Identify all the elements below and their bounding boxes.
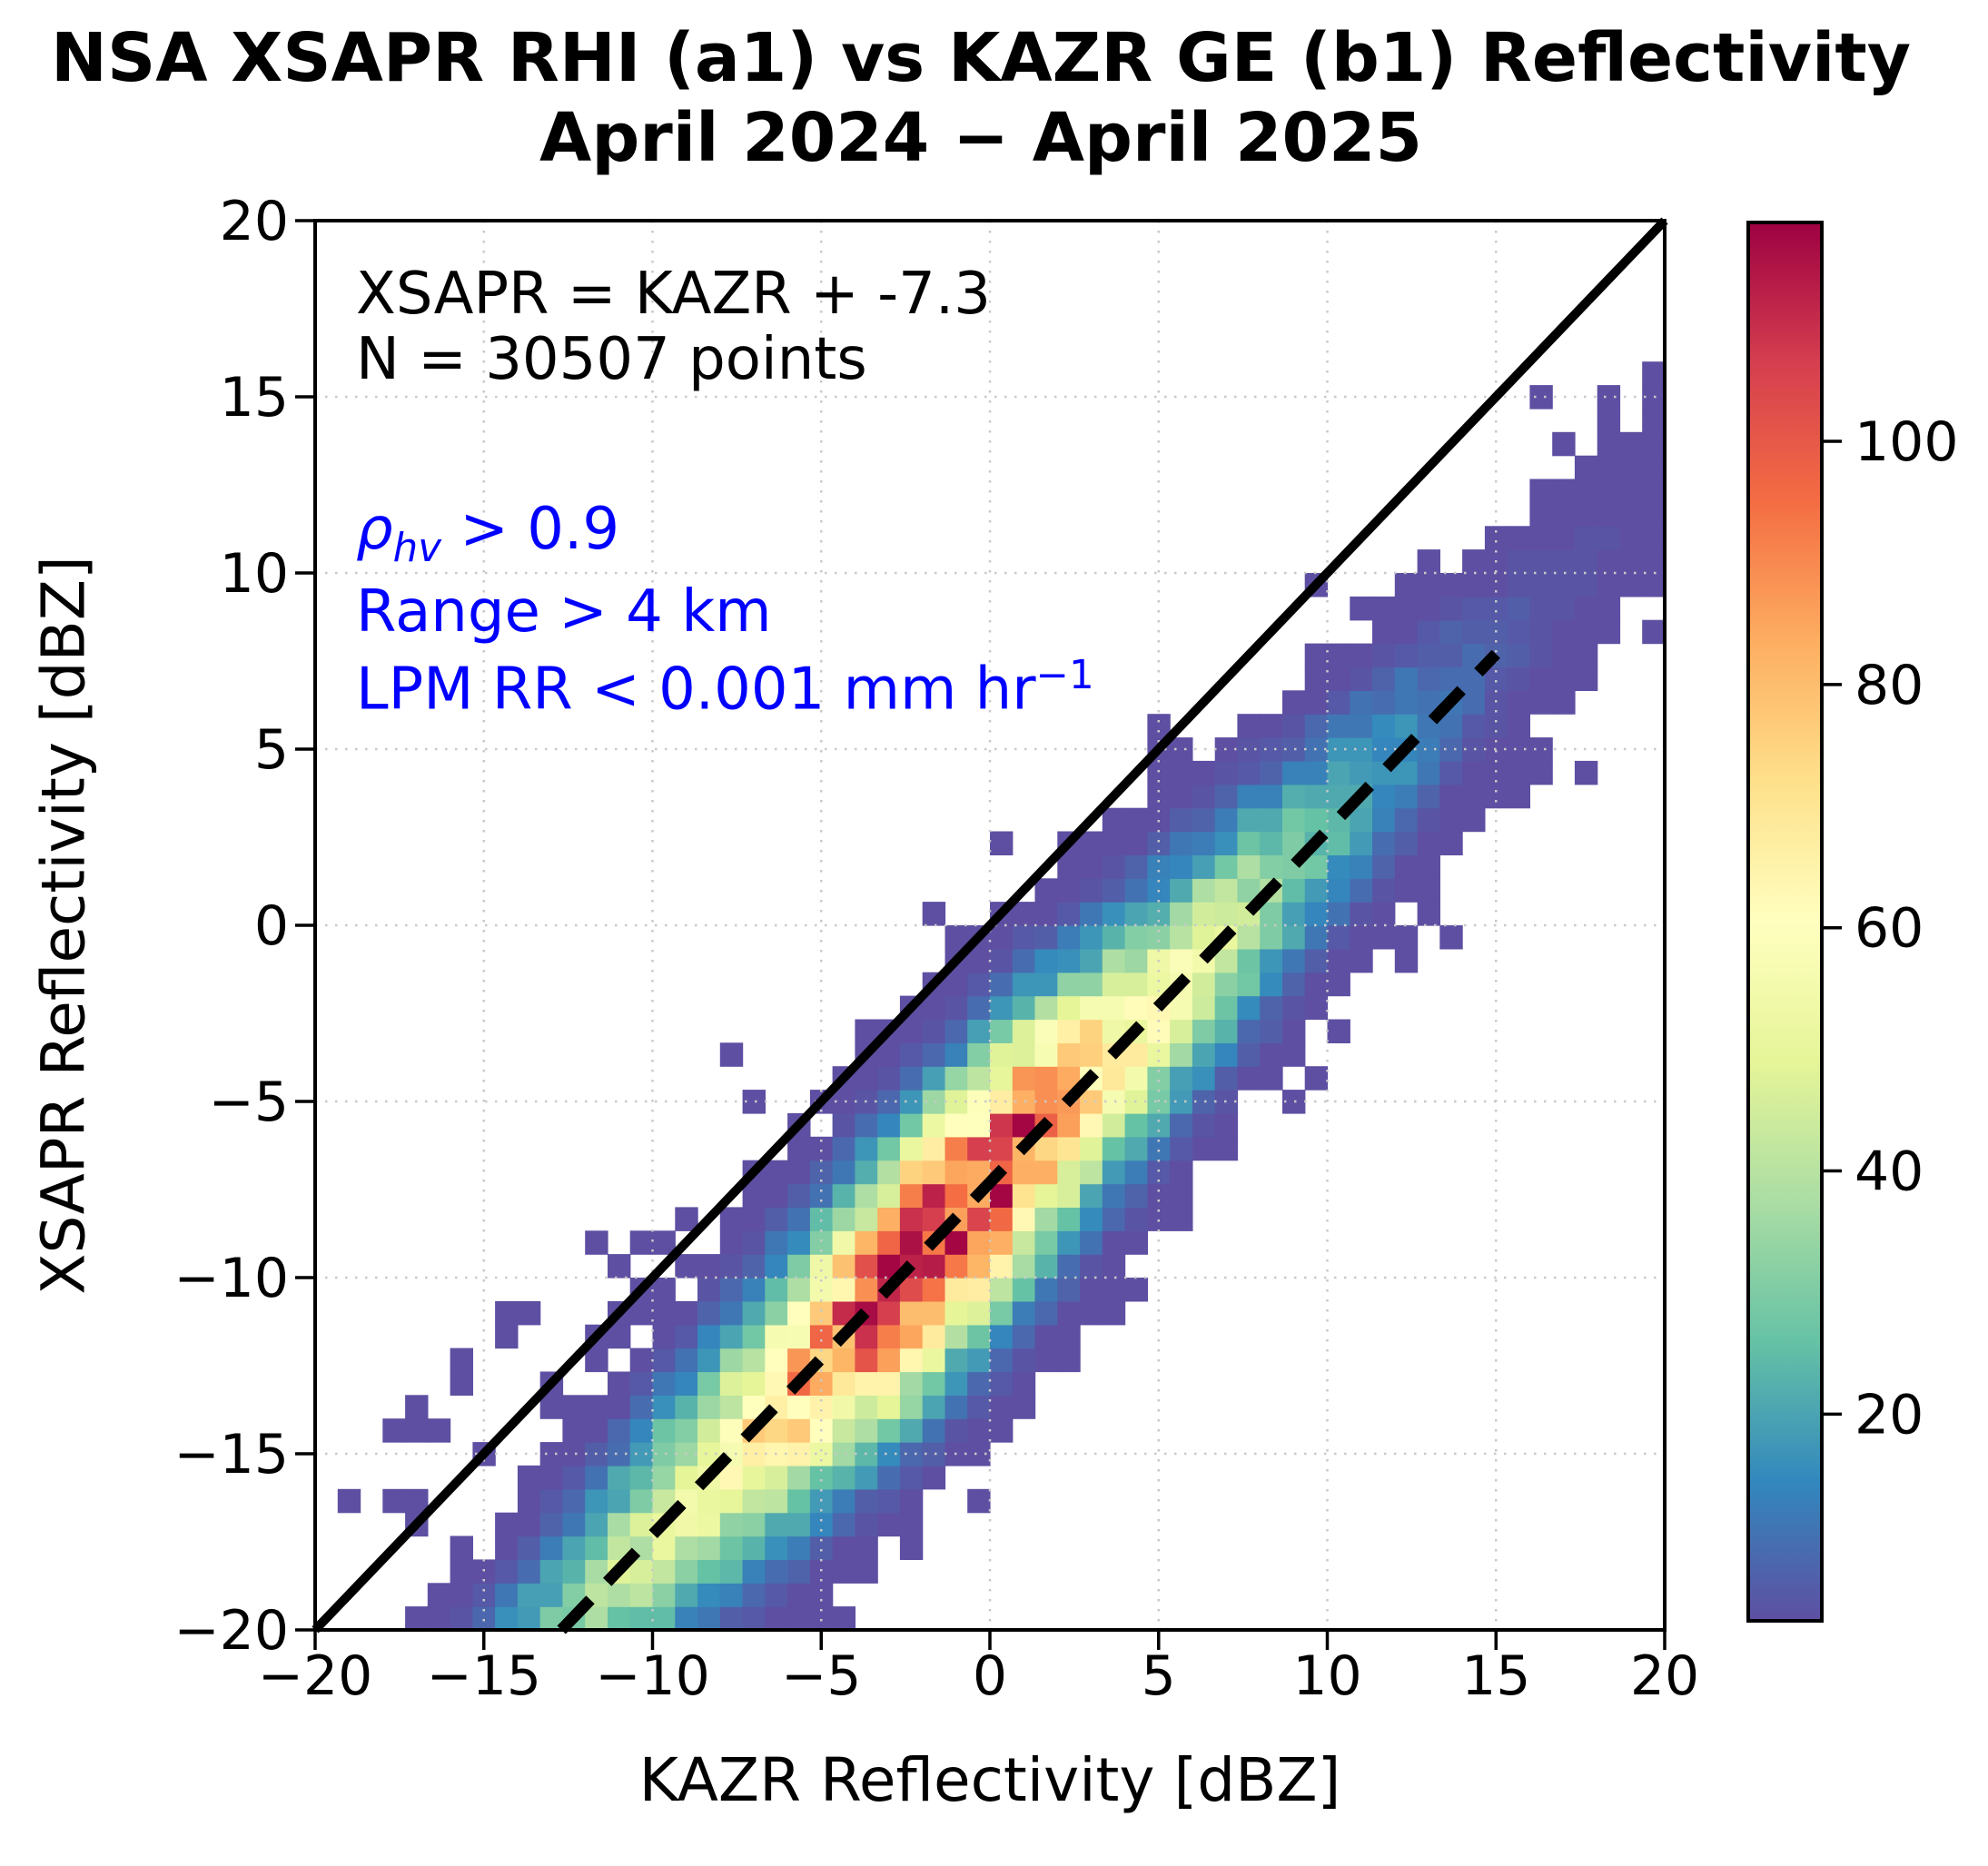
svg-text:15: 15 bbox=[220, 366, 289, 429]
colorbar: 20 40 60 80 100 bbox=[1746, 221, 1959, 1623]
svg-text:20: 20 bbox=[1630, 1644, 1699, 1708]
colorbar-gradient bbox=[1748, 222, 1822, 1621]
svg-text:−10: −10 bbox=[595, 1644, 710, 1708]
y-axis-label: XSAPR Reflectivity [dBZ] bbox=[28, 556, 99, 1295]
svg-text:0: 0 bbox=[254, 894, 289, 958]
svg-text:20: 20 bbox=[220, 190, 289, 253]
axis-tick-labels: −20 −15 −10 −5 0 5 10 15 20 −20 −15 −10 −5 0 5 10 15 20 bbox=[173, 190, 1699, 1708]
svg-text:−20: −20 bbox=[258, 1644, 373, 1708]
fit-annotation: XSAPR = KAZR + -7.3 N = 30507 points bbox=[356, 262, 991, 392]
svg-text:−10: −10 bbox=[173, 1247, 289, 1310]
colorbar-tick-label: 40 bbox=[1854, 1140, 1924, 1204]
colorbar-tick-label: 80 bbox=[1854, 654, 1924, 717]
title-line-1: NSA XSAPR RHI (a1) vs KAZR GE (b1) Refle… bbox=[51, 19, 1911, 97]
svg-text:−20: −20 bbox=[173, 1599, 289, 1663]
one-to-one-line bbox=[312, 217, 1668, 1634]
lpm-filter: LPM RR < 0.001 mm hr−1 bbox=[356, 652, 1094, 724]
svg-text:5: 5 bbox=[254, 718, 289, 782]
heatmap-bins bbox=[337, 361, 1666, 1631]
title-line-2: April 2024 − April 2025 bbox=[539, 99, 1422, 177]
filter-annotations: ρhv > 0.9 Range > 4 km LPM RR < 0.001 mm… bbox=[356, 498, 1094, 721]
fit-equation-text: XSAPR = KAZR + -7.3 bbox=[356, 261, 991, 328]
point-count-text: N = 30507 points bbox=[356, 326, 867, 393]
svg-text:−5: −5 bbox=[781, 1644, 861, 1708]
colorbar-tick-label: 60 bbox=[1854, 897, 1924, 961]
x-axis-label: KAZR Reflectivity [dBZ] bbox=[638, 1745, 1341, 1815]
svg-text:−5: −5 bbox=[209, 1071, 289, 1134]
reference-lines bbox=[312, 217, 1668, 1634]
fit-line bbox=[557, 649, 1500, 1634]
svg-text:5: 5 bbox=[1142, 1644, 1176, 1708]
svg-text:10: 10 bbox=[1292, 1644, 1361, 1708]
rho-filter: ρhv > 0.9 bbox=[356, 496, 620, 571]
figure-title: NSA XSAPR RHI (a1) vs KAZR GE (b1) Refle… bbox=[0, 18, 1962, 178]
colorbar-tick-label: 100 bbox=[1854, 410, 1959, 474]
svg-text:−15: −15 bbox=[426, 1644, 541, 1708]
colorbar-tick-label: 20 bbox=[1854, 1383, 1924, 1446]
svg-text:10: 10 bbox=[220, 542, 289, 606]
axis-ticks bbox=[295, 219, 1667, 1650]
range-filter: Range > 4 km bbox=[356, 578, 772, 646]
svg-text:−15: −15 bbox=[173, 1423, 289, 1486]
svg-text:15: 15 bbox=[1461, 1644, 1530, 1708]
svg-text:0: 0 bbox=[973, 1644, 1007, 1708]
